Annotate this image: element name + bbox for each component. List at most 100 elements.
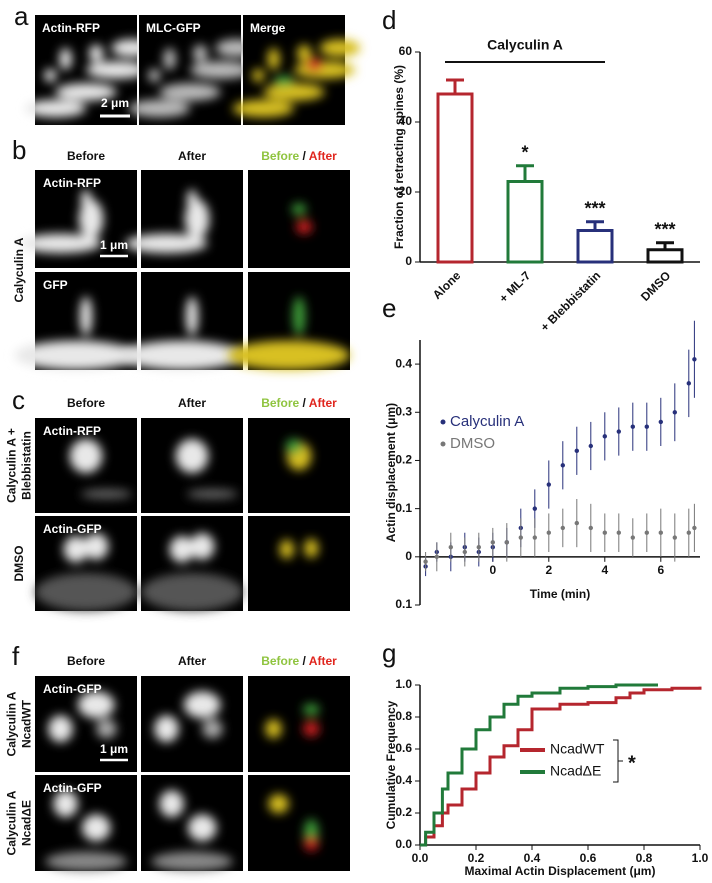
image-blob (279, 539, 294, 559)
image-blob (14, 340, 137, 370)
image-content (120, 296, 243, 370)
micrograph (35, 775, 137, 872)
merge-header: Before / After (261, 654, 337, 668)
tile-label: Actin-GFP (43, 781, 102, 795)
x-tick-label: 0.0 (412, 851, 429, 865)
image-blob (19, 233, 102, 254)
image-blob (79, 296, 93, 336)
x-tick-label: 0 (489, 563, 496, 577)
data-point (490, 540, 495, 545)
condition-label: Calyculin A + (5, 428, 19, 503)
tile-label: Actin-RFP (42, 21, 100, 35)
merge-header-part: / (303, 149, 307, 163)
image-blob (80, 489, 132, 499)
cdf-line (420, 686, 702, 847)
image-blob (154, 715, 179, 743)
image-blob (268, 794, 289, 814)
image-blob (319, 39, 361, 57)
legend-label: Calyculin A (450, 413, 524, 430)
x-tick-label: 4 (601, 563, 608, 577)
x-tick-label: 0.2 (468, 851, 485, 865)
image-blob (163, 48, 176, 70)
image-blob (148, 68, 161, 83)
micrograph (141, 775, 243, 872)
data-point (616, 530, 621, 535)
column-header: After (178, 654, 206, 668)
panel-letter: g (382, 638, 396, 668)
panel-letter: b (12, 135, 26, 165)
condition-label: Calyculin A (5, 790, 19, 855)
x-tick-label: 6 (657, 563, 664, 577)
image-content (227, 296, 350, 370)
image-content (19, 189, 104, 254)
image-blob (159, 790, 184, 818)
image-blob (159, 83, 221, 101)
panel-letter: a (14, 1, 29, 31)
tile-label: GFP (43, 278, 68, 292)
merge-header: Before / After (261, 149, 337, 163)
data-point (434, 554, 439, 560)
condition-label: Calyculin A (12, 237, 26, 302)
data-point (462, 549, 467, 555)
y-tick-label: 1.0 (395, 677, 412, 691)
image-blob (86, 61, 148, 79)
y-tick-label: 0.6 (395, 741, 412, 755)
column-header: Before (67, 396, 105, 410)
micrograph (128, 15, 257, 125)
chart-title: Calyculin A (487, 37, 563, 53)
y-tick-label: 0.2 (395, 805, 412, 819)
y-tick-label: 0.4 (395, 773, 412, 787)
data-point (616, 429, 621, 434)
image-blob (202, 719, 223, 739)
column-header: After (178, 149, 206, 163)
x-axis-title: Maximal Actin Displacement (μm) (465, 864, 656, 878)
image-blob (291, 203, 307, 216)
image-blob (128, 99, 190, 118)
image-blob (232, 99, 294, 118)
data-point (560, 525, 565, 531)
image-content (125, 189, 210, 254)
image-blob (265, 719, 282, 739)
image-blob (45, 851, 127, 872)
data-point (546, 530, 551, 535)
legend-label: NcadWT (550, 741, 605, 757)
x-tick-label: + Blebbistatin (538, 268, 604, 334)
image-blob (120, 340, 243, 370)
micrograph (35, 516, 137, 611)
micrograph (248, 170, 350, 268)
merge-header-part: After (309, 396, 337, 410)
x-tick-label: 1.0 (692, 851, 709, 865)
y-tick-label: 0 (405, 254, 412, 268)
image-blob (187, 814, 217, 842)
significance-label: * (628, 752, 636, 774)
data-point (560, 463, 565, 468)
data-point (658, 530, 663, 535)
image-content (24, 39, 153, 118)
bar (576, 229, 614, 264)
legend-label: DMSO (450, 435, 495, 452)
image-blob (184, 199, 210, 239)
y-tick-label: 0.0 (395, 837, 412, 851)
image-content (268, 794, 319, 851)
tile-label: MLC-GFP (146, 21, 201, 35)
scale-bar-label: 1 μm (100, 742, 128, 756)
y-axis-title: Cumulative Frequency (384, 700, 398, 829)
data-point (448, 544, 453, 550)
tile-label: Actin-RFP (43, 176, 101, 190)
image-blob (304, 837, 319, 851)
micrograph (248, 676, 350, 772)
condition-label: DMSO (12, 546, 26, 582)
image-blob (53, 790, 78, 818)
y-axis-title: Actin displacement (μm) (384, 403, 398, 542)
image-background (248, 170, 350, 268)
data-point (672, 535, 677, 540)
merge-header-part: Before (261, 396, 299, 410)
data-point (423, 559, 428, 564)
bar (646, 248, 684, 264)
image-blob (151, 851, 233, 872)
image-content (69, 438, 132, 499)
data-point (630, 424, 635, 429)
tile-label: Merge (250, 21, 286, 35)
y-tick-label: 0.8 (395, 709, 412, 723)
